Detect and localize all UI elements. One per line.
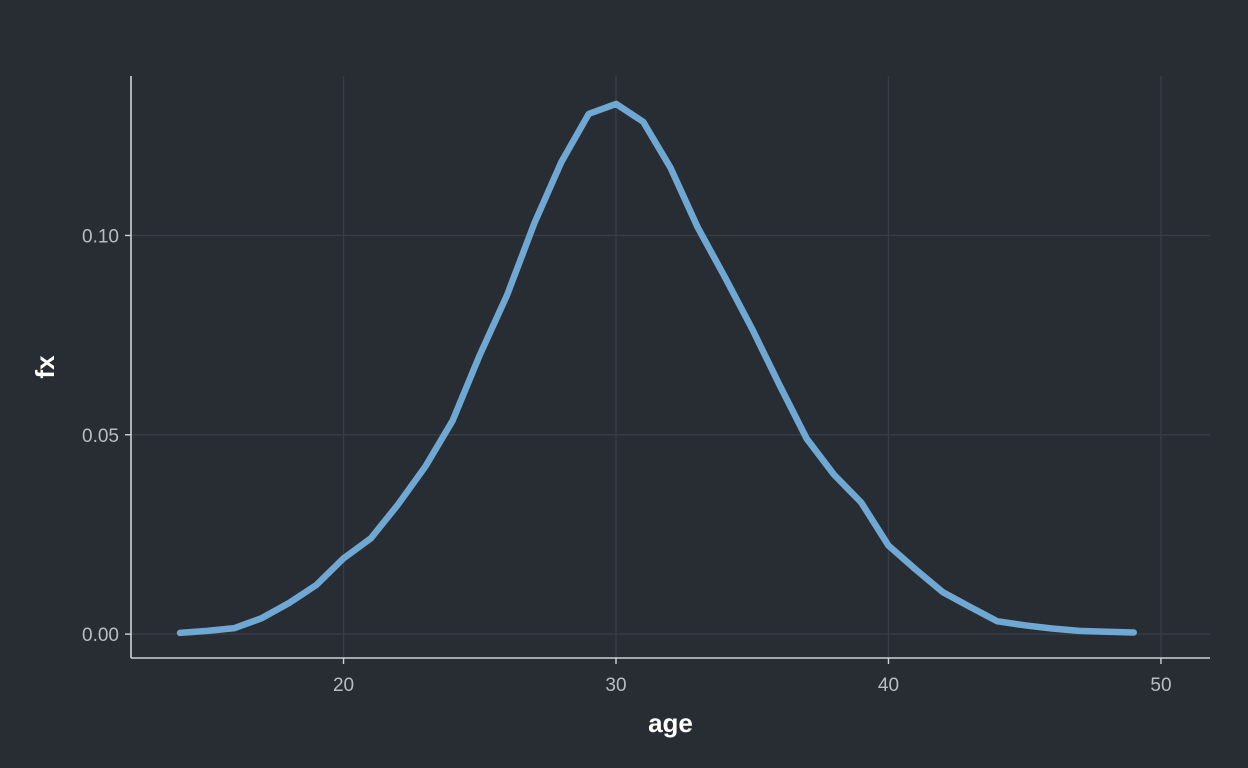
horizontal-gridlines [131, 234, 1210, 635]
x-axis-ticks: 20 30 40 50 [333, 658, 1172, 696]
density-line [176, 100, 1137, 637]
y-axis-ticks: 0.00 0.05 0.10 [82, 226, 131, 646]
y-tick-label: 0.00 [82, 625, 119, 646]
y-tick-label: 0.05 [82, 426, 119, 447]
x-tick-label: 30 [605, 675, 626, 696]
y-tick-label: 0.10 [82, 226, 119, 247]
x-tick-label: 40 [878, 675, 899, 696]
x-tick-label: 50 [1150, 675, 1171, 696]
x-axis-title: age [648, 708, 693, 738]
y-axis-title: fx [30, 355, 60, 379]
x-tick-label: 20 [333, 675, 354, 696]
